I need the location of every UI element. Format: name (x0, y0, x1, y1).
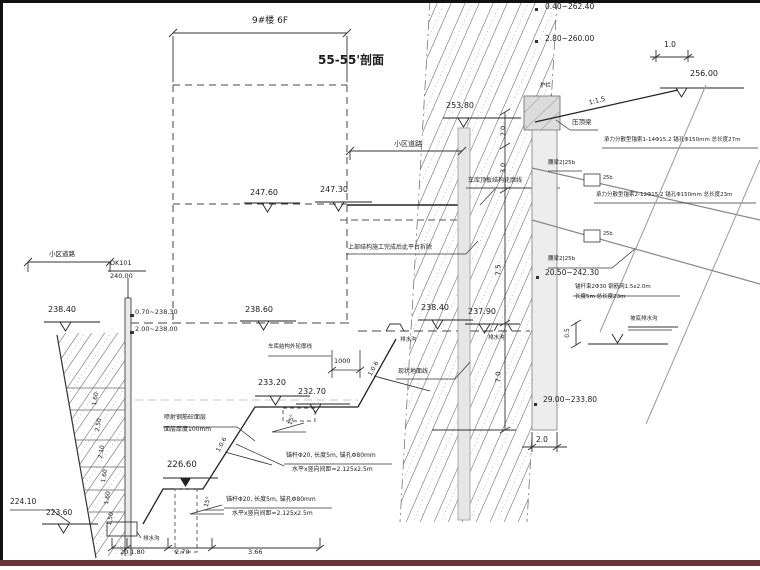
range-260-label: 2.80~260.00 (545, 34, 595, 43)
anchor-cables (531, 167, 760, 285)
excavation-profile (142, 338, 397, 525)
page-border-left (0, 0, 3, 562)
soil-nails (224, 375, 431, 466)
pile-width-dim (522, 432, 567, 452)
section-title-label: 55-55'剖面 (318, 53, 385, 67)
top-slope-line (534, 89, 679, 123)
nail-note2-l1-label: 锚杆Φ20, 长度5m, 锚孔Φ80mm (226, 496, 316, 503)
cap-beam-label: 压顶梁 (572, 118, 592, 126)
garage-roof-label: 车库顶板结构轮廓线 (468, 177, 523, 184)
page-border-bottom-strip (0, 560, 760, 566)
guard-label: 护栏 (540, 83, 552, 89)
left-pile-level-marks (130, 314, 134, 334)
drain-shapes (106, 323, 513, 537)
shotcrete-l1-label: 喷射钢筋砼面层 (164, 414, 207, 421)
page-border-top (0, 0, 760, 3)
elevation-markers (42, 87, 744, 534)
bdim-2-label: 2.70 (175, 548, 190, 556)
elev-253-80-label: 253.80 (446, 101, 474, 110)
dim-3-0-label: 3.0 (498, 162, 507, 174)
station-label: DK101 (110, 259, 132, 267)
mesh-note-2-label: 长度5m 总长度23m (575, 294, 626, 300)
toe-ditch-right (570, 319, 678, 349)
bdim-1-label: 20 1.80 (120, 548, 145, 556)
platform-note-label: 上部结构施工完成后此平台拆除 (348, 244, 433, 251)
elev-226-60-label: 226.60 (167, 460, 197, 470)
waler-lower-label: 腰梁2[25b (548, 256, 576, 262)
range-262-label: 0.40~262.40 (545, 2, 595, 11)
garage-outline-label: 车库结构外轮廓线 (268, 344, 313, 350)
anchor-cable-1-label: 承力分散型锚索1-14Φ15.2 锚孔Φ150mm 总长度27m (604, 137, 741, 143)
elev-247-60-label: 247.60 (250, 188, 278, 197)
road-left-label: 小区道路 (49, 250, 75, 258)
drain-1-label: 排水沟 (400, 337, 417, 343)
sump-pits (174, 407, 316, 553)
left-slope-face-line (56, 334, 97, 559)
dim-7-0-label: 7.0 (494, 371, 503, 383)
garage-roof-lines (340, 187, 560, 221)
road-dim-left (23, 257, 146, 298)
shotcrete-l2-label: 面层厚度100mm (164, 426, 212, 433)
building-outline (172, 84, 348, 323)
dim-1000-lines (268, 350, 365, 378)
dim-7-5-label: 7.5 (494, 264, 503, 276)
leader-224 (10, 509, 71, 524)
left-pile-body (125, 298, 131, 556)
road-dim-right (345, 146, 467, 160)
right-dim-chain (432, 108, 516, 434)
toe-drain-label: 坡底排水沟 (630, 316, 658, 322)
dim-1-0 (650, 50, 694, 62)
steep-ground-lines (599, 84, 760, 425)
drain-2-label: 排水沟 (488, 335, 505, 341)
range-dots (534, 8, 539, 406)
anchor-label-underlines (548, 147, 758, 297)
dim-2-0-bottom-label: 2.0 (536, 435, 548, 444)
bldg-title-label: 9#楼 6F (252, 16, 289, 26)
elev-238-40-right-label: 238.40 (421, 303, 449, 312)
elev-232-70-label: 232.70 (298, 387, 326, 396)
nail-note1-l1-label: 锚杆Φ20, 长度5m, 锚孔Φ80mm (286, 452, 376, 459)
elevation-marker-filled (163, 477, 218, 487)
bottom-dim-chain (107, 538, 325, 552)
building-width-dim (168, 28, 352, 82)
drain-3-label: 排水沟 (143, 536, 160, 542)
road-right-label: 小区道路 (394, 140, 422, 148)
left-pile-anchor-ticks (66, 387, 125, 513)
right-pile-body (531, 129, 558, 431)
waler-tag-1-label: 25b (603, 175, 613, 181)
ground-lines (130, 322, 530, 401)
dim-1000-label: 1000 (334, 357, 351, 365)
station-elev-label: 240.00 (110, 272, 133, 280)
dim-1-0-label: 1.0 (664, 40, 676, 49)
bdim-3-label: 3.66 (248, 548, 263, 556)
waler-tag-2-label: 25b (603, 231, 613, 237)
dim-0-5-label: 0.5 (564, 328, 571, 338)
elev-238-60-label: 238.60 (245, 305, 273, 314)
elev-238-40-left-label: 238.40 (48, 305, 76, 314)
anchor-heads (583, 173, 601, 243)
mesh-note-1-label: 锚杆束2Φ30 钢筋网1.5x2.0m (575, 284, 651, 290)
elev-247-30-label: 247.30 (320, 185, 348, 194)
note-underlines (136, 119, 672, 539)
range-242-label: 20.50~242.30 (545, 268, 599, 277)
elev-256-00-label: 256.00 (690, 69, 718, 78)
angle-15-glyphs (189, 422, 306, 515)
anchor-cable-2-label: 承力分散型锚索2-12Φ15.2 锚孔Φ150mm 总长度23m (596, 192, 733, 198)
range-238-30-label: 0.70~238.30 (135, 308, 178, 316)
elev-237-90-label: 237.90 (468, 307, 496, 316)
cap-beam (523, 95, 561, 131)
ground-line-label-label: 现状地面线 (398, 368, 429, 375)
range-233-label: 29.00~233.80 (543, 395, 597, 404)
elev-223-60-label: 223.60 (46, 508, 73, 517)
waler-upper-label: 腰梁2[25b (548, 160, 576, 166)
nail-note1-l2-label: 水平x竖向间距=2.125x2.5m (292, 466, 373, 473)
dim-2-0-top-label: 2.0 (498, 125, 507, 137)
range-238-00-label: 2.00~238.00 (135, 325, 178, 333)
elev-233-20-label: 233.20 (258, 378, 286, 387)
nail-note2-l2-label: 水平x竖向间距=2.125x2.5m (232, 510, 313, 517)
elev-224-10-label: 224.10 (10, 497, 37, 506)
